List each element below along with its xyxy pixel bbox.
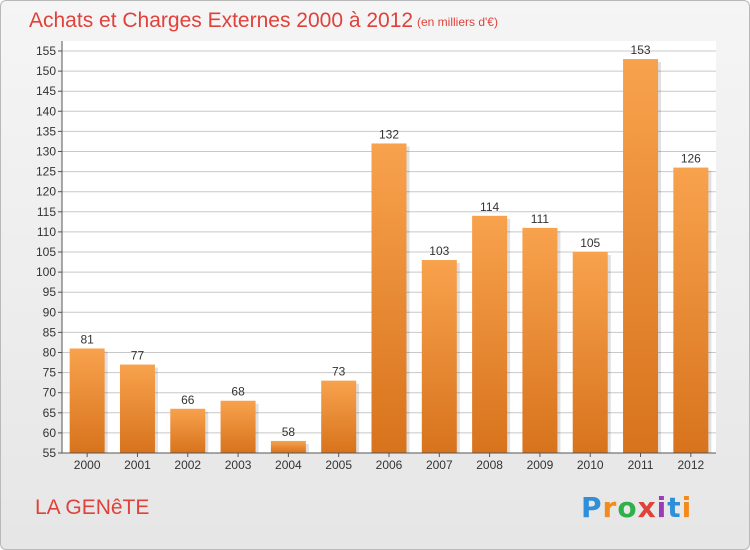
- x-tick-label: 2002: [174, 458, 201, 472]
- bar-2003: [220, 400, 256, 453]
- logo-letter: i: [656, 491, 668, 524]
- y-tick-label: 150: [36, 64, 56, 78]
- logo-letter: t: [667, 491, 682, 524]
- x-tick-label: 2009: [527, 458, 554, 472]
- logo-letter: o: [617, 491, 638, 524]
- data-label: 111: [531, 212, 550, 226]
- y-tick-label: 90: [43, 305, 57, 319]
- y-tick-label: 55: [43, 446, 57, 460]
- y-tick-label: 115: [37, 205, 56, 219]
- bar-2004: [270, 440, 306, 453]
- y-tick-label: 100: [36, 265, 56, 279]
- y-tick-label: 125: [36, 165, 56, 179]
- x-tick-label: 2000: [74, 458, 101, 472]
- bar-2005: [321, 380, 357, 453]
- y-tick-label: 80: [43, 346, 57, 360]
- bar-2009: [522, 227, 558, 453]
- x-tick-label: 2008: [476, 458, 503, 472]
- data-label: 103: [429, 244, 449, 258]
- data-label: 105: [580, 236, 600, 250]
- y-tick-label: 95: [43, 285, 57, 299]
- x-tick-label: 2007: [426, 458, 453, 472]
- logo-letter: r: [602, 491, 618, 524]
- y-tick-label: 110: [37, 225, 56, 239]
- x-tick-label: 2011: [628, 458, 654, 472]
- data-label: 126: [681, 152, 701, 166]
- x-tick-label: 2012: [677, 458, 704, 472]
- bar-2002: [170, 408, 206, 453]
- y-tick-label: 130: [36, 145, 56, 159]
- bar-2001: [119, 364, 155, 453]
- data-label: 68: [231, 385, 245, 399]
- y-tick-label: 65: [43, 406, 57, 420]
- y-tick-label: 60: [43, 426, 57, 440]
- data-label: 66: [181, 393, 195, 407]
- logo-letter: i: [681, 491, 693, 524]
- bar-2007: [421, 260, 457, 453]
- y-tick-label: 145: [36, 84, 56, 98]
- data-label: 114: [480, 200, 499, 214]
- bar-2011: [623, 59, 659, 453]
- y-tick-label: 85: [43, 325, 57, 339]
- x-tick-label: 2003: [225, 458, 252, 472]
- y-tick-label: 105: [36, 245, 56, 259]
- data-label: 73: [332, 365, 346, 379]
- y-tick-label: 70: [43, 386, 57, 400]
- x-tick-label: 2005: [325, 458, 352, 472]
- y-tick-label: 140: [36, 104, 56, 118]
- data-label: 132: [379, 127, 399, 141]
- bar-2008: [472, 215, 508, 453]
- proxiti-logo[interactable]: Proxiti: [581, 491, 692, 524]
- data-label: 81: [80, 332, 94, 346]
- chart-title: Achats et Charges Externes 2000 à 2012: [29, 9, 414, 32]
- x-tick-label: 2006: [376, 458, 403, 472]
- bar-2010: [572, 252, 608, 453]
- bar-2006: [371, 143, 407, 453]
- y-tick-label: 75: [43, 366, 57, 380]
- x-tick-label: 2001: [124, 458, 151, 472]
- y-tick-label: 135: [36, 124, 56, 138]
- data-label: 153: [631, 43, 651, 57]
- chart-subtitle: (en milliers d'€): [417, 15, 498, 29]
- town-name: LA GENêTE: [35, 496, 150, 519]
- y-tick-label: 155: [36, 44, 56, 58]
- y-tick-label: 120: [36, 185, 56, 199]
- bar-2012: [673, 167, 709, 453]
- logo-letter: P: [581, 491, 603, 524]
- logo-letter: x: [637, 491, 657, 524]
- data-label: 58: [282, 425, 296, 439]
- x-tick-label: 2010: [577, 458, 604, 472]
- bar-2000: [69, 348, 105, 453]
- x-tick-label: 2004: [275, 458, 302, 472]
- data-label: 77: [131, 349, 145, 363]
